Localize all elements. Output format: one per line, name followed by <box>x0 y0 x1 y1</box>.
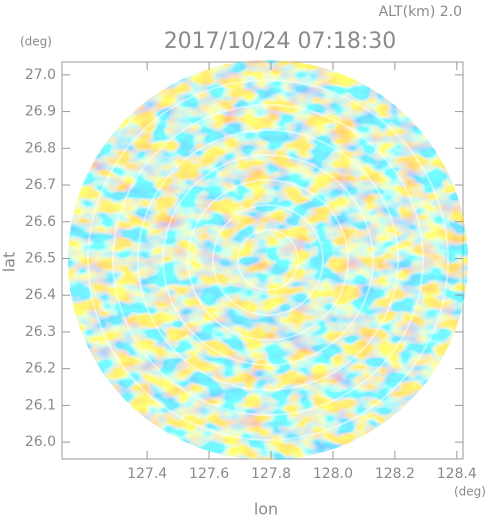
y-axis-label: lat <box>0 252 19 273</box>
x-tick-label: 127.6 <box>189 466 229 482</box>
y-tick-label: 26.7 <box>25 177 56 193</box>
y-tick-label: 27.0 <box>25 67 56 83</box>
y-tick-label: 26.8 <box>25 140 56 156</box>
y-tick-label: 26.2 <box>25 361 56 377</box>
y-tick-label: 26.9 <box>25 104 56 120</box>
y-tick-label: 26.4 <box>25 287 56 303</box>
y-tick-label: 26.0 <box>25 434 56 450</box>
y-unit: (deg) <box>20 35 52 49</box>
x-tick-label: 128.2 <box>375 466 415 482</box>
y-tick-label: 26.3 <box>25 324 56 340</box>
y-tick-label: 26.6 <box>25 214 56 230</box>
x-tick-label: 128.4 <box>437 466 477 482</box>
y-tick-label: 26.5 <box>25 250 56 266</box>
x-tick-label: 127.4 <box>127 466 167 482</box>
y-tick-label: 26.1 <box>25 397 56 413</box>
x-unit: (deg) <box>454 485 486 499</box>
x-tick-label: 128.0 <box>313 466 353 482</box>
x-tick-label: 127.8 <box>251 466 291 482</box>
altitude-label: ALT(km) 2.0 <box>379 4 462 20</box>
chart-title: 2017/10/24 07:18:30 <box>164 29 397 54</box>
x-axis-label: lon <box>254 500 278 519</box>
radar-field <box>68 60 468 460</box>
